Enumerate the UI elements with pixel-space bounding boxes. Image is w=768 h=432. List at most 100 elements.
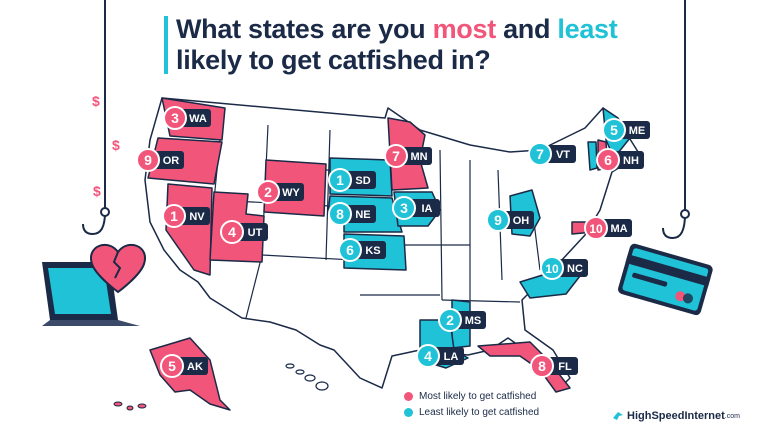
legend-item-least: Least likely to get catfished: [404, 404, 539, 420]
badge-rank-circle: [602, 118, 626, 142]
badge-rank: 6: [346, 242, 354, 258]
title-text-1: What states are you: [176, 14, 433, 44]
badge-rank-circle: [256, 180, 280, 204]
badge-rank-circle: [596, 148, 620, 172]
badge-bg: [620, 121, 650, 139]
legend-label-least: Least likely to get catfished: [419, 406, 540, 418]
badge-rank-circle: [162, 204, 186, 228]
badge-state-abbr: NE: [355, 209, 370, 221]
badge-rank-circle: [392, 196, 416, 220]
badge-rank-circle: [338, 238, 362, 262]
badge-rank: 5: [610, 122, 618, 138]
badge-bg: [410, 199, 440, 217]
dollar-sign-2: $: [112, 137, 120, 153]
badge-rank-circle: [160, 354, 184, 378]
badge-rank-circle: [384, 144, 408, 168]
badge-rank: 8: [336, 206, 344, 222]
badge-state-abbr: NC: [567, 263, 583, 275]
title-least: least: [557, 14, 618, 44]
badge-ia: 3 IA: [392, 196, 440, 220]
laptop-icon: [42, 262, 140, 326]
brand-suffix: .com: [724, 412, 740, 420]
badge-state-abbr: WY: [282, 187, 300, 199]
state-vt[interactable]: [587, 141, 598, 171]
title-text-2: and: [495, 14, 558, 44]
badge-rank-circle: [220, 220, 244, 244]
badge-rank-circle: [584, 216, 608, 240]
right-hook-decoration: [662, 0, 686, 240]
badge-fl: 8 FL: [530, 354, 578, 378]
title-text-3: likely to get catfished in?: [176, 45, 491, 75]
badge-rank-circle: [328, 168, 352, 192]
badge-bg: [546, 145, 576, 163]
badge-wa: 3 WA: [163, 106, 211, 130]
legend-item-most: Most likely to get catfished: [404, 388, 539, 404]
badge-rank-circle: [328, 202, 352, 226]
badge-bg: [181, 109, 211, 127]
badge-rank-circle: [530, 354, 554, 378]
state-fl[interactable]: [477, 341, 571, 393]
badge-state-abbr: FL: [558, 361, 572, 373]
badge-bg: [504, 211, 534, 229]
badge-state-abbr: SD: [355, 175, 370, 187]
badge-state-abbr: UT: [248, 227, 263, 239]
badge-state-abbr: NV: [189, 211, 205, 223]
badge-rank: 10: [589, 222, 603, 236]
badge-rank: 7: [536, 146, 544, 162]
badge-ma: 10 MA: [584, 216, 632, 240]
badge-ms: 2 MS: [438, 308, 486, 332]
badge-state-abbr: WA: [189, 113, 207, 125]
badge-rank: 5: [168, 358, 176, 374]
badge-rank-circle: [163, 106, 187, 130]
badge-bg: [154, 151, 184, 169]
badge-state-abbr: LA: [444, 351, 459, 363]
badge-rank-circle: [416, 344, 440, 368]
page-title: What states are you most and least likel…: [176, 14, 736, 76]
badge-mn: 7 MN: [384, 144, 432, 168]
badge-nc: 10 NC: [540, 256, 588, 280]
badge-state-abbr: VT: [556, 149, 570, 161]
badge-rank: 1: [336, 172, 344, 188]
badge-rank-circle: [438, 308, 462, 332]
badge-rank: 4: [228, 224, 236, 240]
badge-rank-circle: [540, 256, 564, 280]
badge-state-abbr: MA: [610, 223, 627, 235]
badge-bg: [548, 357, 578, 375]
badge-la: 4 LA: [416, 344, 464, 368]
legend-swatch-most: [404, 391, 413, 401]
badge-state-abbr: IA: [422, 203, 433, 215]
badge-rank: 10: [545, 262, 559, 276]
alaska-islands: [113, 401, 147, 411]
badge-rank: 2: [446, 312, 454, 328]
badge-bg: [456, 311, 486, 329]
badge-state-abbr: KS: [365, 245, 380, 257]
badge-bg: [356, 241, 386, 259]
badge-rank-circle: [528, 142, 552, 166]
title-accent-bar: [164, 16, 168, 74]
badge-state-abbr: OR: [163, 155, 180, 167]
badge-bg: [178, 357, 208, 375]
badge-ks: 6 KS: [338, 238, 386, 262]
badge-bg: [614, 151, 644, 169]
badge-bg: [434, 347, 464, 365]
badge-rank-circle: [486, 208, 510, 232]
hawaii-islands: [285, 363, 329, 391]
badge-oh: 9 OH: [486, 208, 534, 232]
badge-state-abbr: AK: [187, 361, 203, 373]
badge-state-abbr: NH: [623, 155, 639, 167]
dollar-sign-3: $: [93, 183, 101, 199]
badge-state-abbr: ME: [629, 125, 646, 137]
legend-label-most: Most likely to get catfished: [419, 390, 537, 402]
brand-name: HighSpeedInternet: [627, 410, 725, 422]
broken-heart-icon: [89, 243, 147, 294]
badge-nv: 1 NV: [162, 204, 210, 228]
legend-swatch-least: [404, 407, 413, 417]
badge-rank: 9: [144, 152, 152, 168]
badge-bg: [180, 207, 210, 225]
credit-card-icon: [618, 243, 713, 316]
badge-state-abbr: MN: [410, 151, 427, 163]
left-hook-ring: [100, 207, 110, 217]
badge-rank-circle: [136, 148, 160, 172]
